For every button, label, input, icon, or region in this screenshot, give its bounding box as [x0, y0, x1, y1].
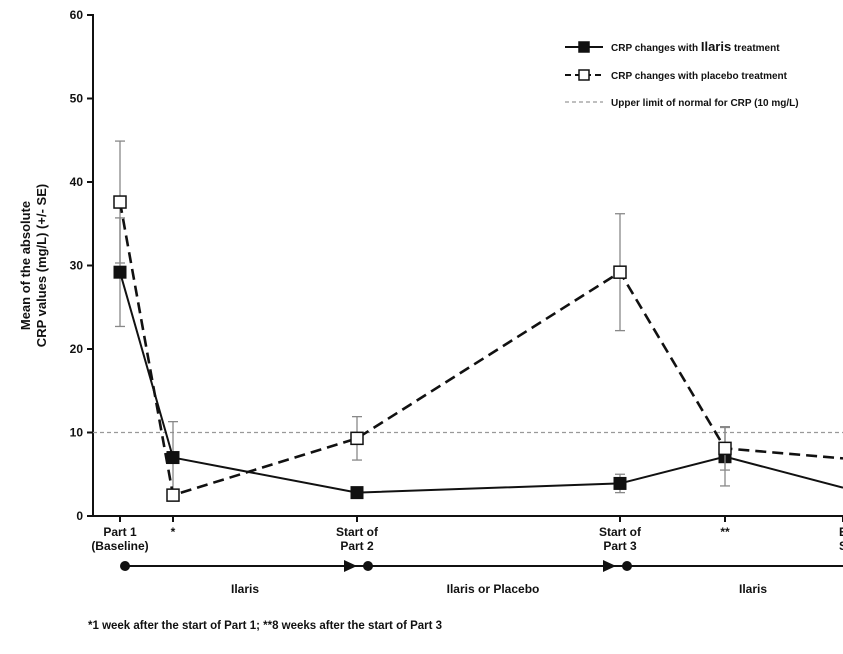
- series-group: [113, 140, 843, 502]
- timeline-arrowhead: [603, 560, 616, 572]
- legend-label: CRP changes with Ilaris treatment: [611, 39, 780, 54]
- timeline-dot: [120, 561, 130, 571]
- y-axis-label: Mean of the absolute CRP values (mg/L) (+…: [18, 184, 49, 347]
- legend-marker: [578, 69, 590, 81]
- y-ticks: 0 10 20 30 40 50 60: [70, 8, 93, 523]
- x-tick-label: S: [839, 539, 843, 553]
- x-tick-label: Part 1: [103, 525, 137, 539]
- series-line: [118, 201, 843, 497]
- y-axis: 0 10 20 30 40 50 60: [70, 8, 94, 523]
- x-tick-label: (Baseline): [91, 539, 148, 553]
- series-line: [119, 271, 843, 494]
- data-point: [350, 431, 364, 446]
- x-tick-label: Part 2: [340, 539, 374, 553]
- y-axis-label-line: CRP values (mg/L) (+/- SE): [34, 184, 49, 347]
- y-tick-label: 30: [70, 259, 84, 273]
- treatment-timeline: Ilaris Ilaris or Placebo Ilaris: [120, 560, 843, 596]
- y-tick-label: 20: [70, 342, 84, 356]
- timeline-dot: [363, 561, 373, 571]
- data-point: [613, 265, 627, 279]
- legend-label: CRP changes with placebo treatment: [611, 71, 788, 82]
- y-tick-label: 40: [70, 175, 84, 189]
- data-point: [166, 451, 180, 465]
- legend-label: Upper limit of normal for CRP (10 mg/L): [611, 98, 799, 109]
- data-point: [113, 265, 127, 279]
- legend-marker: [578, 41, 590, 53]
- phase-label: Ilaris: [231, 582, 259, 596]
- x-tick-label: E: [839, 525, 843, 539]
- y-tick-label: 10: [70, 426, 84, 440]
- phase-label: Ilaris or Placebo: [447, 582, 540, 596]
- data-point: [613, 476, 627, 490]
- data-point: [350, 486, 364, 500]
- x-tick-label: Part 3: [603, 539, 637, 553]
- footnote: *1 week after the start of Part 1; **8 w…: [88, 620, 442, 632]
- timeline-arrowhead: [344, 560, 357, 572]
- series-placebo: [113, 140, 843, 502]
- data-point: [113, 195, 127, 209]
- x-tick-label: Start of: [599, 525, 642, 539]
- x-tick-label: *: [171, 525, 176, 539]
- timeline-dot: [622, 561, 632, 571]
- x-tick-label: Start of: [336, 525, 379, 539]
- data-point: [718, 441, 732, 456]
- legend: CRP changes with Ilaris treatment CRP cha…: [565, 39, 799, 109]
- y-tick-label: 0: [76, 509, 83, 523]
- data-point: [166, 488, 180, 502]
- y-axis-label-line: Mean of the absolute: [18, 201, 33, 330]
- y-tick-label: 50: [70, 92, 84, 106]
- phase-label: Ilaris: [739, 582, 767, 596]
- x-tick-label: **: [720, 525, 730, 539]
- y-tick-label: 60: [70, 8, 84, 22]
- series-ilaris: [113, 217, 843, 500]
